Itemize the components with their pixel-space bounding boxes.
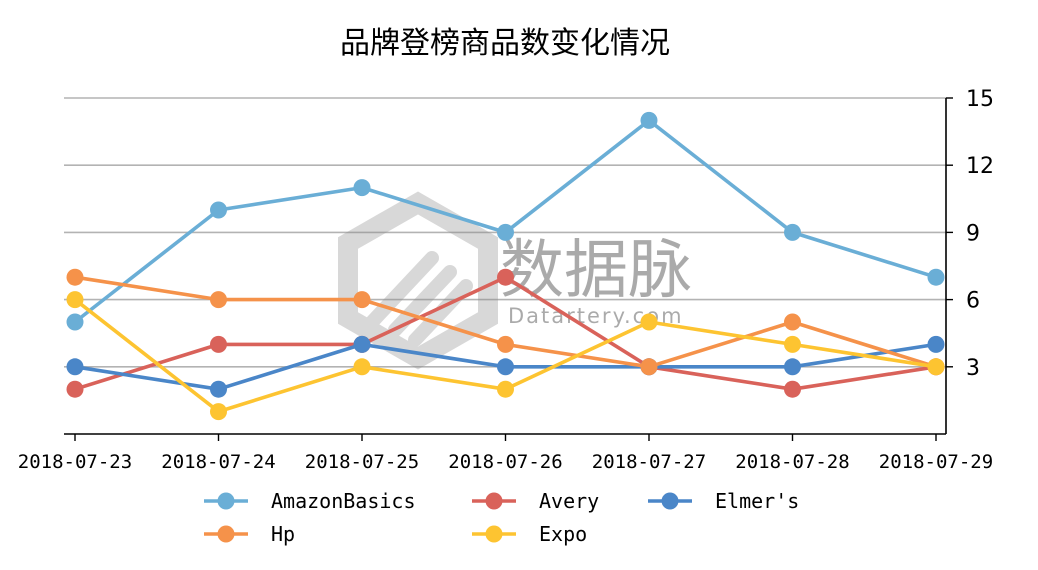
watermark-hex-icon [338,191,498,370]
data-point-hp-2018-07-27 [640,358,658,376]
legend-marker-elmer-s [661,492,679,510]
legend-item-expo: Expo [472,522,587,546]
data-point-avery-2018-07-26 [497,268,514,286]
data-point-amazonbasics-2018-07-29 [927,268,945,286]
data-point-expo-2018-07-27 [640,313,658,331]
data-point-avery-2018-07-24 [210,335,227,353]
legend-marker-expo [485,525,503,543]
data-point-hp-2018-07-25 [353,291,371,309]
ytick-label-3: 3 [966,356,980,381]
data-point-hp-2018-07-28 [784,313,801,331]
xtick-label-2018-07-29: 2018-07-29 [879,451,993,473]
ytick-label-15: 15 [966,87,994,112]
xtick-label-2018-07-23: 2018-07-23 [18,451,132,473]
data-point-amazonbasics-2018-07-26 [497,223,514,241]
data-point-avery-2018-07-23 [66,380,84,398]
data-point-hp-2018-07-23 [66,268,84,286]
legend-label-expo: Expo [539,522,587,546]
data-point-amazonbasics-2018-07-25 [353,179,371,197]
xtick-label-2018-07-25: 2018-07-25 [305,451,419,473]
ytick-label-6: 6 [966,289,980,314]
legend-marker-hp [217,525,235,543]
legend-item-elmer-s: Elmer's [648,489,799,513]
data-point-expo-2018-07-25 [353,358,371,376]
data-point-avery-2018-07-28 [784,380,801,398]
axes: 3 6 9 12 15 2018-07-23 2018-07-24 2018-07-25 201… [18,87,994,473]
data-point-elmer-s-2018-07-26 [497,358,514,376]
data-point-amazonbasics-2018-07-23 [66,313,84,331]
legend-marker-avery [485,492,503,510]
data-point-amazonbasics-2018-07-28 [784,223,801,241]
data-point-hp-2018-07-26 [497,335,514,353]
data-point-amazonbasics-2018-07-27 [640,111,658,129]
data-point-amazonbasics-2018-07-24 [210,201,227,219]
data-point-expo-2018-07-26 [497,380,514,398]
legend-label-amazonbasics: AmazonBasics [271,489,416,513]
ytick-label-9: 9 [966,221,980,246]
chart-title: 品牌登榜商品数变化情况 [340,26,670,61]
legend-marker-amazonbasics [217,492,235,510]
legend-label-avery: Avery [539,489,599,513]
data-point-expo-2018-07-28 [784,335,801,353]
legend: AmazonBasics Avery Elmer's Hp Expo [204,489,799,546]
data-point-hp-2018-07-24 [210,291,227,309]
watermark-arrow-icon [365,251,473,347]
data-point-expo-2018-07-24 [210,403,227,421]
data-point-elmer-s-2018-07-24 [210,380,227,398]
legend-item-amazonbasics: AmazonBasics [204,489,416,513]
xtick-label-2018-07-27: 2018-07-27 [592,451,706,473]
data-point-expo-2018-07-23 [66,291,84,309]
data-point-elmer-s-2018-07-28 [784,358,801,376]
xtick-label-2018-07-28: 2018-07-28 [735,451,849,473]
series-expo [66,291,945,421]
legend-label-hp: Hp [271,522,295,546]
legend-item-hp: Hp [204,522,295,546]
series-amazonbasics [66,111,945,331]
legend-item-avery: Avery [472,489,599,513]
watermark-brand: 数据脉 [500,234,692,308]
data-point-elmer-s-2018-07-23 [66,358,84,376]
xtick-label-2018-07-24: 2018-07-24 [161,451,275,473]
data-point-elmer-s-2018-07-25 [353,335,371,353]
data-point-elmer-s-2018-07-29 [927,335,945,353]
data-point-expo-2018-07-29 [927,358,945,376]
ytick-label-12: 12 [966,154,994,179]
xtick-label-2018-07-26: 2018-07-26 [448,451,562,473]
legend-label-elmer-s: Elmer's [715,489,799,513]
series-lines [66,111,945,421]
